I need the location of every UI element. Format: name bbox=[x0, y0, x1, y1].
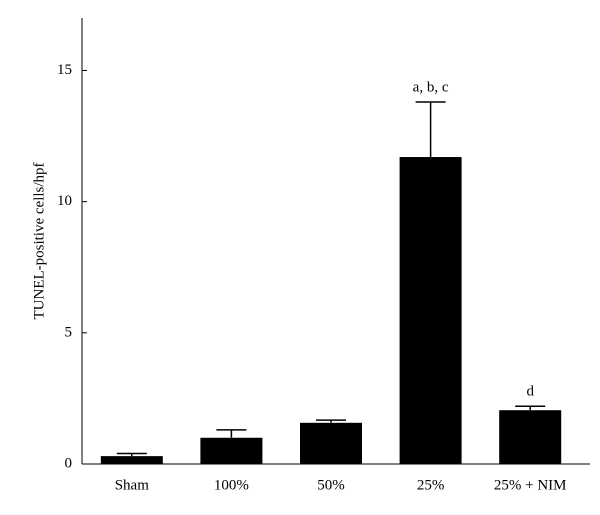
y-tick-label: 5 bbox=[65, 324, 73, 340]
annotation: a, b, c bbox=[413, 79, 449, 95]
x-tick-label: 100% bbox=[214, 477, 249, 493]
y-tick-label: 15 bbox=[57, 62, 72, 78]
bar bbox=[200, 437, 263, 464]
x-tick-label: 25% bbox=[417, 477, 445, 493]
bar bbox=[300, 422, 362, 464]
x-tick-label: 25% + NIM bbox=[494, 477, 567, 493]
y-tick-label: 10 bbox=[57, 193, 72, 209]
annotation: d bbox=[526, 384, 534, 400]
y-tick-label: 0 bbox=[65, 455, 73, 471]
bar bbox=[499, 410, 562, 464]
y-axis-label: TUNEL-positive cells/hpf bbox=[31, 162, 47, 319]
x-tick-label: Sham bbox=[115, 477, 150, 493]
bar bbox=[399, 157, 462, 464]
bar bbox=[100, 456, 163, 464]
x-tick-label: 50% bbox=[317, 477, 345, 493]
